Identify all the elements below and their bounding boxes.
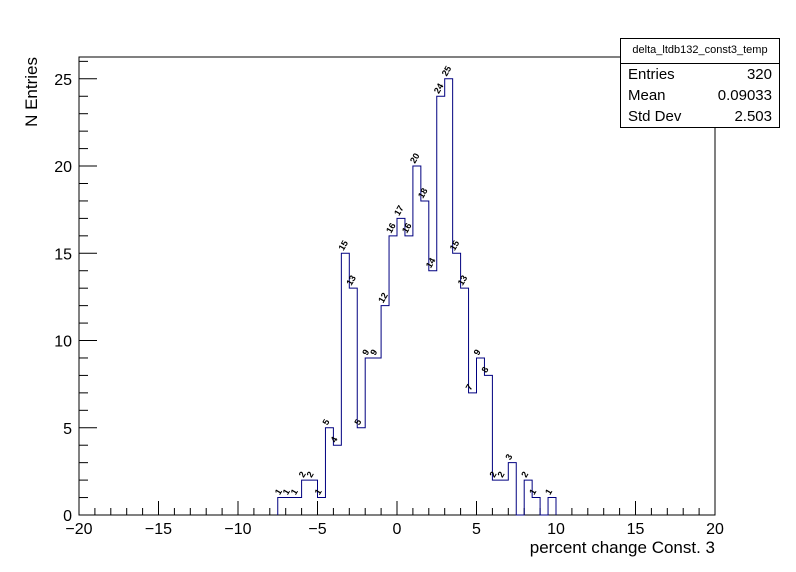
y-tick-label: 25	[54, 72, 72, 89]
bin-value-label: 20	[408, 151, 422, 165]
y-tick-label: 20	[54, 159, 72, 176]
stats-row-entries: Entries 320	[621, 64, 779, 85]
x-axis-title: percent change Const. 3	[530, 538, 715, 557]
bin-value-label: 25	[440, 64, 454, 78]
bin-value-label: 9	[360, 348, 371, 357]
bin-value-label: 15	[336, 239, 350, 253]
stddev-label: Std Dev	[628, 108, 682, 125]
bin-value-label: 3	[503, 452, 514, 461]
bin-value-label: 1	[273, 487, 284, 496]
bin-value-labels: 1112215415135991216171620181424251513798…	[273, 64, 554, 496]
bin-value-label: 18	[416, 186, 430, 200]
bin-value-label: 5	[352, 417, 363, 426]
bin-value-label: 14	[424, 256, 438, 270]
bin-value-label: 8	[479, 365, 490, 374]
bin-value-label: 2	[305, 470, 316, 479]
x-tick-label: −15	[145, 521, 172, 538]
bin-value-label: 16	[400, 221, 414, 235]
mean-label: Mean	[628, 87, 666, 104]
bin-value-label: 1	[543, 487, 554, 496]
stats-row-stddev: Std Dev 2.503	[621, 106, 779, 127]
x-tick-label: 15	[627, 521, 645, 538]
mean-value: 0.09033	[717, 87, 772, 104]
y-tick-label: 5	[63, 421, 72, 438]
y-axis-title: N Entries	[22, 57, 41, 127]
x-tick-label: −10	[224, 521, 251, 538]
axis-ticks	[78, 60, 716, 516]
bin-value-label: 2	[487, 470, 498, 479]
x-tick-label: 5	[472, 521, 481, 538]
stats-box: delta_ltdb132_const3_temp Entries 320 Me…	[620, 38, 780, 128]
bin-value-label: 12	[376, 291, 390, 305]
stats-row-mean: Mean 0.09033	[621, 85, 779, 106]
bin-value-label: 13	[344, 274, 358, 288]
entries-value: 320	[746, 66, 772, 83]
bin-value-label: 15	[448, 239, 462, 253]
bin-value-label: 16	[384, 221, 398, 235]
bin-value-label: 24	[432, 82, 446, 96]
bin-value-label: 4	[328, 435, 339, 444]
bin-value-label: 1	[313, 487, 324, 496]
bin-value-label: 9	[368, 348, 379, 357]
x-tick-label: −20	[65, 521, 92, 538]
x-tick-label: 0	[393, 521, 402, 538]
histogram-outline	[277, 78, 557, 516]
y-tick-label: 10	[54, 334, 72, 351]
x-tick-label: 20	[706, 521, 724, 538]
x-tick-label: −5	[308, 521, 326, 538]
y-tick-label: 0	[63, 508, 72, 525]
bin-value-label: 1	[281, 487, 292, 496]
bin-value-label: 7	[464, 383, 475, 392]
entries-label: Entries	[628, 66, 675, 83]
bin-value-label: 1	[527, 487, 538, 496]
y-tick-label: 15	[54, 246, 72, 263]
stats-title: delta_ltdb132_const3_temp	[621, 39, 779, 64]
bin-value-label: 9	[472, 348, 483, 357]
bin-value-label: 17	[392, 204, 406, 218]
bin-value-label: 2	[495, 470, 506, 479]
bin-value-label: 1	[289, 487, 300, 496]
x-tick-label: 10	[547, 521, 565, 538]
bin-value-label: 13	[456, 274, 470, 288]
bin-value-label: 5	[320, 417, 331, 426]
bin-value-label: 2	[519, 470, 530, 479]
stddev-value: 2.503	[734, 108, 772, 125]
bin-value-label: 2	[297, 470, 308, 479]
